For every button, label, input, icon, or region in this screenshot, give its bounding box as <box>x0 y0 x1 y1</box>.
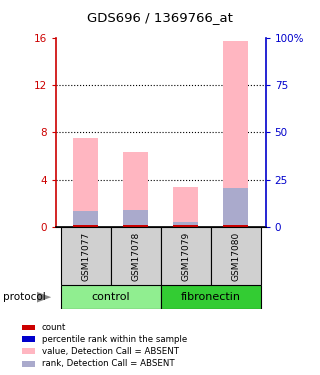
Text: control: control <box>92 292 130 302</box>
Bar <box>111 227 161 285</box>
Bar <box>223 188 248 227</box>
Bar <box>161 285 260 309</box>
Bar <box>61 285 161 309</box>
Text: GSM17080: GSM17080 <box>231 231 240 280</box>
Bar <box>22 336 35 342</box>
Bar <box>22 348 35 354</box>
Bar <box>211 227 260 285</box>
Bar <box>124 210 148 227</box>
Bar <box>74 138 99 227</box>
Text: protocol: protocol <box>3 292 46 302</box>
Text: count: count <box>42 323 66 332</box>
Text: GSM17079: GSM17079 <box>181 231 190 280</box>
Bar <box>22 325 35 330</box>
Bar <box>173 222 198 227</box>
Bar <box>173 225 198 227</box>
Text: GDS696 / 1369766_at: GDS696 / 1369766_at <box>87 11 233 24</box>
Bar <box>74 211 99 227</box>
Bar <box>124 225 148 227</box>
Text: GSM17078: GSM17078 <box>131 231 140 280</box>
Text: percentile rank within the sample: percentile rank within the sample <box>42 335 187 344</box>
Polygon shape <box>37 292 51 303</box>
Bar <box>223 41 248 227</box>
Bar <box>161 227 211 285</box>
Bar <box>173 187 198 227</box>
Text: rank, Detection Call = ABSENT: rank, Detection Call = ABSENT <box>42 359 174 368</box>
Bar <box>124 152 148 227</box>
Text: fibronectin: fibronectin <box>181 292 241 302</box>
Text: GSM17077: GSM17077 <box>82 231 91 280</box>
Bar <box>61 227 111 285</box>
Bar <box>74 225 99 227</box>
Bar <box>223 225 248 227</box>
Text: value, Detection Call = ABSENT: value, Detection Call = ABSENT <box>42 347 179 356</box>
Bar <box>22 361 35 366</box>
